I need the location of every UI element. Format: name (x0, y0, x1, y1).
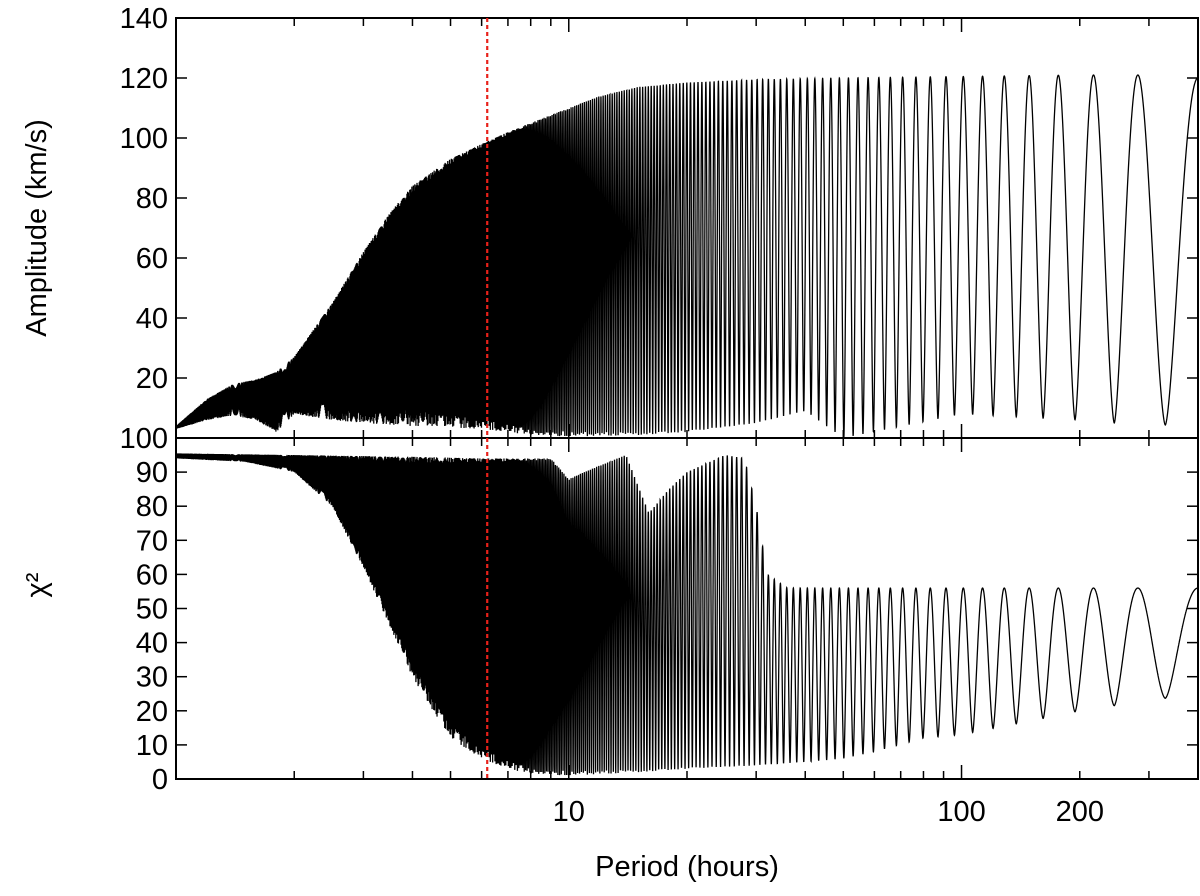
chi-square-series (175, 453, 1198, 776)
chi-square-y-tick-label: 80 (136, 491, 168, 523)
chi-square-y-tick-label: 100 (120, 423, 168, 455)
chi-square-y-tick-label: 50 (136, 594, 168, 626)
chi-square-y-tick-label: 10 (136, 730, 168, 762)
chi-square-y-tick-label: 0 (152, 764, 168, 796)
amplitude-y-ticks: 20 40 60 80 100 120 140 (120, 3, 1198, 395)
chi-square-y-tick-label: 40 (136, 628, 168, 660)
amplitude-y-axis-title: Amplitude (km/s) (21, 119, 53, 337)
amplitude-panel: 20 40 60 80 100 120 140 Amplitude (km/s) (21, 3, 1199, 439)
chi-square-series-line (175, 453, 1198, 776)
amplitude-series (175, 74, 1198, 438)
chi-square-y-tick-label: 70 (136, 525, 168, 557)
amplitude-y-tick-label: 60 (136, 243, 168, 275)
chi-square-x-ticks: 10 100 200 (175, 438, 1199, 828)
amplitude-x-ticks (175, 18, 1199, 438)
amplitude-y-tick-label: 120 (120, 63, 168, 95)
amplitude-series-line (175, 74, 1198, 438)
amplitude-y-tick-label: 140 (120, 3, 168, 35)
chi-square-x-tick-label: 10 (553, 796, 585, 828)
amplitude-y-tick-label: 20 (136, 363, 168, 395)
amplitude-y-tick-label: 80 (136, 183, 168, 215)
chi-square-x-tick-label: 200 (1056, 796, 1104, 828)
chi-square-y-tick-label: 30 (136, 662, 168, 694)
amplitude-y-tick-label: 100 (120, 123, 168, 155)
chi-square-y-tick-label: 90 (136, 457, 168, 489)
chi-square-y-tick-label: 20 (136, 696, 168, 728)
period-x-axis-title: Period (hours) (595, 851, 779, 883)
amplitude-y-tick-label: 40 (136, 303, 168, 335)
chi-square-y-axis-title: χ² (21, 572, 53, 597)
chi-square-y-tick-label: 60 (136, 559, 168, 591)
chi-square-x-tick-label: 100 (937, 796, 985, 828)
